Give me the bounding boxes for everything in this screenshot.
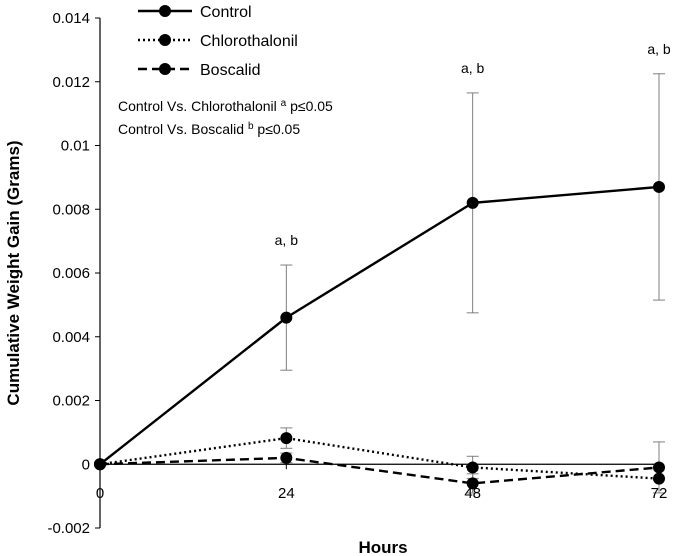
x-tick-label: 72 <box>651 485 668 502</box>
y-tick-label: 0.012 <box>52 74 90 91</box>
y-tick-label: 0.004 <box>52 329 90 346</box>
y-tick-label: 0.014 <box>52 10 90 27</box>
y-tick-label: 0.002 <box>52 393 90 410</box>
series-line-boscalid <box>99 456 660 485</box>
x-tick-label: 48 <box>464 485 481 502</box>
annotations: a, b a, b a, b Control Vs. Chlorothalonil a… <box>118 41 671 248</box>
legend-label-boscalid: Boscalid <box>200 62 260 79</box>
point-control <box>466 196 479 209</box>
y-tick-label: 0.006 <box>52 265 90 282</box>
series-points <box>94 180 665 490</box>
axes <box>95 17 660 529</box>
x-tick-label: 24 <box>278 485 295 502</box>
significance-note: Control Vs. Boscalid b p≤0.05 <box>118 121 300 137</box>
significance-label: a, b <box>647 41 671 57</box>
point-boscalid <box>94 458 106 471</box>
significance-note: Control Vs. Chlorothalonil a p≤0.05 <box>118 98 333 114</box>
point-boscalid <box>653 461 665 474</box>
series-line-control <box>99 185 660 466</box>
y-tick-label: 0 <box>82 456 90 473</box>
point-boscalid <box>466 477 479 490</box>
legend-marker-boscalid <box>159 63 171 75</box>
legend-marker-control <box>159 5 171 17</box>
significance-label: a, b <box>461 60 485 76</box>
series-line-chlorothalonil <box>99 436 660 480</box>
x-axis-title: Hours <box>358 538 407 556</box>
point-boscalid <box>280 451 293 464</box>
significance-label: a, b <box>275 232 299 248</box>
series-lines <box>99 185 660 485</box>
legend: Control Chlorothalonil Boscalid <box>138 4 298 79</box>
y-tick-label: -0.002 <box>47 520 90 537</box>
point-control <box>280 311 293 324</box>
y-tick-label: 0.01 <box>61 138 90 155</box>
error-bars <box>280 73 665 494</box>
x-tick-label: 0 <box>96 485 104 502</box>
point-control <box>653 180 665 193</box>
legend-label-chlorothalonil: Chlorothalonil <box>200 33 298 50</box>
legend-label-control: Control <box>200 4 252 21</box>
legend-marker-chlorothalonil <box>159 34 171 46</box>
y-axis-title: Cumulative Weight Gain (Grams) <box>4 140 23 405</box>
point-chlorothalonil <box>653 472 665 485</box>
point-chlorothalonil <box>280 432 293 445</box>
point-chlorothalonil <box>466 461 479 474</box>
tick-labels: -0.002 0 0.002 0.004 0.006 0.008 0.01 0.012 0.01… <box>47 10 667 537</box>
y-tick-label: 0.008 <box>52 201 90 218</box>
